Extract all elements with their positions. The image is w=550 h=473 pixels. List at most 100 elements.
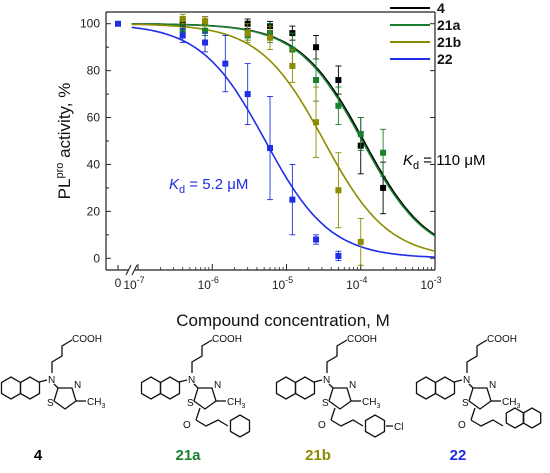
y-axis-label: PLpro activity, % [54, 83, 74, 200]
legend-label-21a: 21a [437, 17, 461, 33]
acid-chain [51, 339, 73, 373]
atom-S: S [187, 398, 194, 409]
thiazole-ring [468, 387, 492, 410]
compound-label-4: 4 [34, 447, 43, 464]
legend-label-4: 4 [437, 0, 445, 16]
atom-N: N [323, 375, 330, 386]
data-point-4 [380, 184, 387, 191]
carbonyl-bond [330, 407, 336, 421]
acid-chain [326, 339, 348, 373]
atom-O: O [318, 420, 326, 431]
atom-Cl: Cl [394, 422, 403, 433]
y-tick-label: 100 [80, 17, 100, 31]
data-point-21a [313, 77, 320, 84]
structure-21b: N COOH N S CH3 O Cl [275, 334, 403, 438]
data-point-21b [289, 62, 296, 69]
compound-label-21b: 21b [305, 447, 331, 464]
atom-N-ring: N [214, 380, 221, 391]
acid-label: COOH [487, 334, 517, 345]
data-point-21a [380, 149, 387, 156]
methyl-label: CH3 [87, 397, 105, 410]
bond [38, 379, 48, 383]
naphthyl-ring [522, 407, 542, 429]
naphthalene-ring [434, 376, 456, 400]
methyl-label: CH3 [227, 397, 245, 410]
bond [178, 379, 188, 383]
data-point-21a [357, 130, 364, 137]
acid-label: COOH [72, 334, 102, 345]
vinyl-chain [195, 419, 229, 427]
atom-S: S [462, 398, 469, 409]
atom-N-ring: N [74, 380, 81, 391]
naphthalene-ring [415, 376, 437, 400]
data-point-21b [179, 16, 186, 23]
thiazole-ring [53, 387, 77, 410]
y-tick-label: 20 [87, 204, 101, 218]
compound-label-22: 22 [450, 447, 467, 464]
data-point-22 [335, 252, 342, 259]
atom-N: N [463, 375, 470, 386]
naphthalene-ring [294, 376, 316, 400]
thiazole-ring [193, 387, 217, 410]
x-tick-label: 10-4 [346, 275, 367, 292]
data-point-21b [335, 187, 342, 194]
atom-O: O [183, 420, 191, 431]
data-point-22 [313, 236, 320, 243]
atom-S: S [47, 398, 54, 409]
data-point-4 [313, 44, 320, 51]
vinyl-chain [330, 419, 364, 427]
atom-O: O [458, 420, 466, 431]
fit-curve-4 [131, 23, 436, 236]
data-point-zero [115, 20, 121, 27]
bond [328, 383, 334, 389]
structure-4: N COOH N S CH3 [0, 334, 105, 410]
kd-label-22: Kd = 5.2 μM [169, 176, 248, 196]
data-point-21a [335, 102, 342, 109]
axis-break-mark [131, 264, 138, 276]
bond [468, 383, 474, 389]
acid-label: COOH [347, 334, 377, 345]
y-tick-label: 80 [87, 64, 101, 78]
methyl-label: CH3 [362, 397, 380, 410]
legend-label-22: 22 [437, 51, 453, 67]
data-point-22 [202, 39, 209, 46]
axis-break-mark [125, 264, 132, 276]
atom-S: S [322, 398, 329, 409]
vinyl-chain [470, 419, 504, 427]
bond [193, 383, 199, 389]
chemical-structures: N COOH N S CH3 4 N COOH N S CH3 O 21a N COOH N S CH3 O Cl 21… [0, 334, 542, 464]
data-point-22 [244, 91, 251, 98]
naphthalene-ring [19, 376, 41, 400]
fit-curve-22 [131, 26, 436, 258]
annotations: Kd = 5.2 μM Kd = 110 μM [169, 152, 485, 196]
fit-curves [131, 23, 436, 258]
methyl-label: CH3 [502, 397, 520, 410]
atom-N: N [48, 375, 55, 386]
carbonyl-bond [470, 407, 476, 421]
y-tick-label: 40 [87, 157, 101, 171]
bond [313, 379, 323, 383]
data-point-22 [267, 145, 274, 152]
data-point-21b [202, 18, 209, 25]
naphthalene-ring [140, 376, 162, 400]
x-tick-label: 10-7 [123, 275, 144, 292]
data-point-21a [202, 27, 209, 34]
data-points [115, 13, 387, 266]
naphthalene-ring [159, 376, 181, 400]
data-point-21b [313, 119, 320, 126]
legend-label-21b: 21b [437, 34, 461, 50]
atom-N-ring: N [489, 380, 496, 391]
bond [453, 379, 463, 383]
carbonyl-bond [195, 407, 201, 421]
structure-22: N COOH N S CH3 O [415, 334, 542, 431]
chlorophenyl-ring [364, 414, 386, 438]
acid-label: COOH [212, 334, 242, 345]
fit-curve-21b [131, 23, 436, 252]
naphthalene-ring [0, 376, 22, 400]
acid-chain [191, 339, 213, 373]
x-tick-label: 10-6 [198, 275, 219, 292]
